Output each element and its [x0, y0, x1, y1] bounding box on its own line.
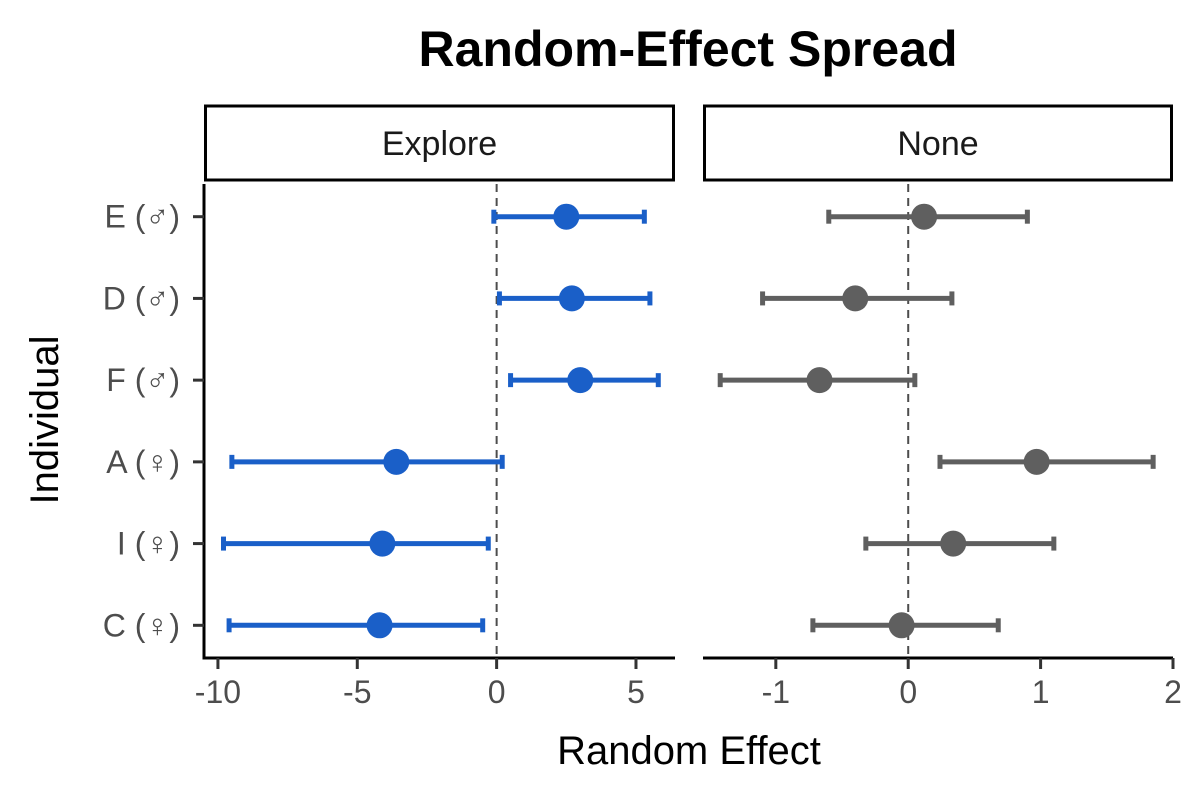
- y-tick-label: A (♀): [106, 444, 180, 480]
- y-tick-label: E (♂): [104, 199, 180, 235]
- x-tick-label: 5: [627, 674, 645, 710]
- estimate-point: [553, 203, 580, 230]
- facet-strip: [703, 104, 1173, 182]
- y-axis-title: Individual: [23, 335, 67, 504]
- x-tick-label: 0: [488, 674, 506, 710]
- x-tick-label: 2: [1164, 674, 1182, 710]
- x-tick-label: 0: [899, 674, 917, 710]
- estimate-point: [806, 367, 833, 394]
- estimate-point: [383, 448, 410, 475]
- y-tick-label: I (♀): [117, 526, 180, 562]
- estimate-point: [842, 285, 869, 312]
- panel-explore: Explore -10 -5 0 5: [195, 104, 675, 710]
- x-tick-label: 1: [1032, 674, 1050, 710]
- y-tick-label: D (♂): [103, 280, 180, 316]
- x-tick-label: -10: [195, 674, 241, 710]
- estimate-point: [911, 203, 938, 230]
- facet-strip-label: Explore: [382, 125, 497, 163]
- estimate-point: [888, 612, 915, 639]
- estimate-point: [558, 285, 585, 312]
- estimate-point: [366, 612, 393, 639]
- y-tick-label: F (♂): [106, 362, 180, 398]
- panel-none: None -1 0 1 2: [703, 104, 1182, 710]
- facet-strip-label: None: [897, 125, 978, 163]
- facet-strip: [204, 104, 675, 182]
- y-tick-label: C (♀): [103, 607, 180, 643]
- x-tick-label: -1: [762, 674, 790, 710]
- estimate-point: [567, 367, 594, 394]
- estimate-point: [369, 530, 396, 557]
- estimate-point: [940, 530, 967, 557]
- x-axis-title: Random Effect: [557, 729, 821, 773]
- estimate-point: [1023, 448, 1050, 475]
- x-tick-label: -5: [343, 674, 371, 710]
- y-axis: C (♀) I (♀) A (♀) F (♂) D (♂) E (♂): [103, 184, 206, 660]
- chart-title: Random-Effect Spread: [419, 21, 958, 77]
